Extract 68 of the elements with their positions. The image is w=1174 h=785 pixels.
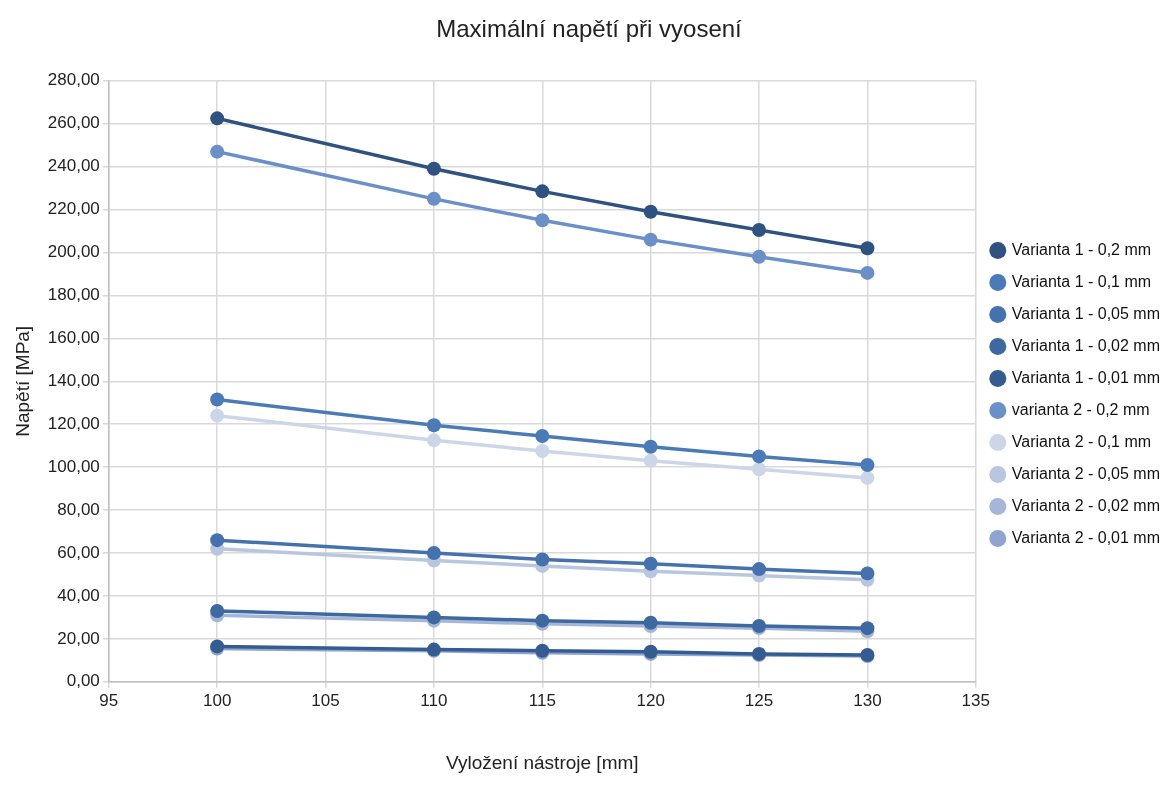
point [535,552,550,567]
point [426,418,441,433]
y-tick-label: 280,00 [47,70,100,90]
legend-label: Varianta 2 - 0,1 mm [1011,432,1152,450]
point [210,392,225,407]
point [860,470,875,485]
point [535,184,550,199]
legend-label: Varianta 1 - 0,05 mm [1011,304,1161,322]
legend-label: Varianta 2 - 0,01 mm [1011,528,1161,546]
y-tick-label: 240,00 [47,156,100,176]
x-tick-label: 130 [853,690,882,710]
point [210,603,225,618]
point [860,241,875,256]
legend-label: Varianta 2 - 0,02 mm [1011,496,1161,514]
point [643,204,658,219]
point [535,213,550,228]
point [426,433,441,448]
point [860,265,875,280]
y-tick-label: 100,00 [47,456,100,476]
y-tick-label: 200,00 [47,242,100,262]
y-tick-label: 140,00 [47,370,100,390]
y-tick-label: 180,00 [47,285,100,305]
x-tick-label: 100 [202,690,232,710]
legend-label: Varianta 1 - 0,01 mm [1011,368,1161,386]
point [643,556,658,571]
point [860,566,875,581]
chart-title: Maximální napětí při vyosení [436,15,743,43]
point [643,453,658,468]
legend-label: Varianta 1 - 0,02 mm [1011,336,1161,354]
y-tick-label: 80,00 [57,499,100,519]
x-tick-label: 105 [311,690,340,710]
point [752,222,767,237]
y-tick-label: 260,00 [47,113,100,133]
legend-label: Varianta 1 - 0,2 mm [1011,240,1152,258]
point [752,562,767,577]
point [643,232,658,247]
y-tick-label: 60,00 [57,542,100,562]
y-tick-label: 120,00 [47,413,100,433]
point [643,439,658,454]
point [860,458,875,473]
point [426,546,441,561]
x-tick-label: 120 [636,690,665,710]
point [210,111,225,126]
x-tick-label: 125 [744,690,774,710]
y-tick-label: 160,00 [47,328,100,348]
point [210,533,225,548]
x-tick-label: 115 [528,690,556,710]
point [752,449,767,464]
x-tick-label: 95 [99,690,119,710]
x-axis-title: Vyložení nástroje [mm] [446,751,639,773]
point [752,249,767,264]
y-tick-label: 20,00 [57,628,100,648]
legend-label: varianta 2 - 0,2 mm [1011,400,1150,418]
x-tick-label: 110 [420,690,448,710]
point [535,429,550,444]
y-axis-title: Napětí [MPa] [11,325,33,437]
y-tick-label: 220,00 [47,199,100,219]
point [210,408,225,423]
point [752,462,767,477]
point [210,144,225,159]
point [426,161,441,176]
legend-label: Varianta 1 - 0,1 mm [1011,272,1152,290]
legend-label: Varianta 2 - 0,05 mm [1011,464,1161,482]
point [426,191,441,206]
point [535,444,550,459]
y-tick-label: 0,00 [66,671,100,691]
x-tick-label: 135 [961,690,990,710]
y-tick-label: 40,00 [57,585,100,605]
